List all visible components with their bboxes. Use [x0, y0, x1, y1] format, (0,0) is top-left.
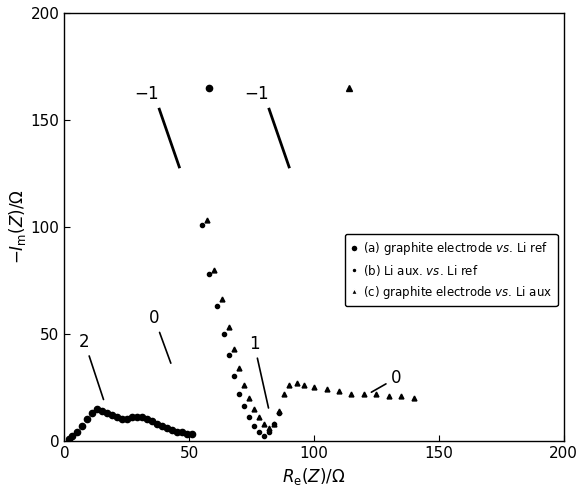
Text: 2: 2	[79, 332, 104, 400]
Text: $-1$: $-1$	[135, 85, 159, 103]
Text: 1: 1	[249, 334, 269, 408]
Legend: (a) graphite electrode $vs$. Li ref, (b) Li aux. $vs$. Li ref, (c) graphite elec: (a) graphite electrode $vs$. Li ref, (b)…	[345, 234, 558, 306]
Text: 0: 0	[149, 309, 171, 363]
X-axis label: $R_{\mathrm{e}}(Z)/\Omega$: $R_{\mathrm{e}}(Z)/\Omega$	[283, 466, 346, 487]
Y-axis label: $-I_{\mathrm{m}}(Z)/\Omega$: $-I_{\mathrm{m}}(Z)/\Omega$	[7, 189, 28, 264]
Text: $-1$: $-1$	[244, 85, 269, 103]
Text: 0: 0	[371, 369, 402, 392]
